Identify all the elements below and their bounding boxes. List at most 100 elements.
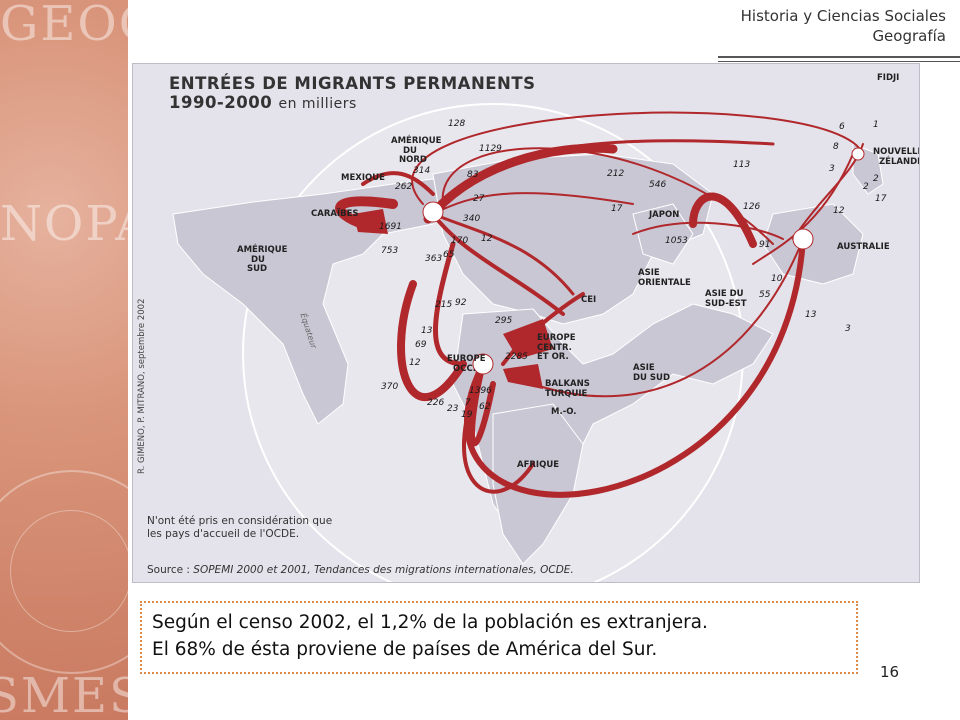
region-label-caraibes: CARAÏBES [311, 209, 359, 219]
flow-value: 295 [495, 316, 513, 326]
region-text: ASIE [638, 268, 660, 278]
flow-arrow [423, 143, 618, 224]
flow-value: 13 [421, 326, 433, 336]
region-text: DU [251, 254, 265, 265]
flow-arrows [335, 111, 864, 498]
hub-new-zealand [851, 147, 865, 161]
flow-value: 126 [743, 202, 761, 212]
flow-value: 27 [473, 194, 485, 204]
region-label-new-zealand: NOUVELLE ZÉLANDE [873, 147, 920, 167]
region-label-balkans: BALKANS TURQUIE [545, 379, 590, 399]
map-credit: R. GIMENO, P. MITRANO, septembre 2002 [137, 298, 147, 475]
region-text: ET OR. [537, 352, 569, 362]
region-label-north-america: AMÉRIQUE DU NORD [391, 136, 442, 166]
flow-value: 10 [771, 274, 783, 284]
map-note: N'ont été pris en considération que les … [147, 515, 332, 541]
flow-value: 92 [455, 298, 467, 308]
flow-arrow [411, 111, 864, 205]
australia-land [762, 203, 864, 285]
eu-inflows [353, 209, 553, 389]
region-label-australie: AUSTRALIE [837, 242, 890, 252]
decorative-word: GEOG [0, 0, 128, 52]
caption-line: Según el censo 2002, el 1,2% de la pobla… [152, 612, 708, 633]
region-text: EUROPE [537, 333, 576, 343]
decorative-word: SMES [0, 668, 128, 720]
region-label-afrique: AFRIQUE [517, 460, 560, 470]
flow-arrow-head [353, 209, 388, 234]
flow-value: 3 [845, 324, 851, 334]
flow-value: 215 [435, 300, 453, 310]
flow-arrow [469, 361, 496, 447]
compass-decoration [10, 510, 128, 632]
region-text: CENTR. [537, 342, 572, 353]
flow-value: 3 [829, 164, 835, 174]
flow-value: 7 [465, 398, 471, 408]
map-title: ENTRÉES DE MIGRANTS PERMANENTS 1990-2000… [169, 74, 535, 114]
region-label-western-europe: EUROPE OCC. [447, 354, 486, 374]
flow-value: 55 [759, 290, 771, 300]
region-text: NORD [399, 155, 427, 165]
map-title-line1: ENTRÉES DE MIGRANTS PERMANENTS [169, 74, 536, 93]
flow-value: 340 [463, 214, 481, 224]
decorative-sidebar: GEOG NOPAC SMES [0, 0, 128, 720]
decorative-word: NOPAC [0, 196, 128, 252]
flow-value: 1691 [379, 222, 402, 232]
region-text: BALKANS [545, 379, 590, 389]
flow-arrow [397, 280, 467, 402]
americas-land [172, 178, 454, 425]
map-source: Source : SOPEMI 2000 et 2001, Tendances … [147, 564, 574, 576]
flow-value: 128 [448, 119, 466, 129]
region-label-south-america: AMÉRIQUE DU SUD [237, 245, 288, 275]
map-note-line: les pays d'accueil de l'OCDE. [147, 528, 300, 540]
compass-decoration [0, 470, 128, 674]
flow-arrow [431, 212, 575, 296]
flow-arrow [335, 196, 398, 229]
header-topic: Geografía [872, 27, 946, 45]
flow-value: 83 [467, 170, 479, 180]
hubs [422, 147, 865, 375]
flow-arrow [432, 192, 634, 215]
flow-value: 17 [611, 204, 623, 214]
map-title-period: 1990-2000 [169, 93, 273, 112]
flow-arrow [501, 292, 585, 366]
flow-value: 69 [415, 340, 427, 350]
region-label-central-europe: EUROPE CENTR. ET OR. [537, 333, 576, 363]
flow-value: 370 [381, 382, 399, 392]
region-label-fidji: FIDJI [877, 73, 900, 83]
flow-value: 546 [649, 180, 667, 190]
region-label-middle-east: M.-O. [551, 407, 577, 417]
region-text: TURQUIE [545, 388, 588, 399]
slide-header: Historia y Ciencias Sociales Geografía [741, 6, 946, 46]
hub-australia [792, 228, 814, 250]
flow-value: 19 [461, 410, 473, 420]
region-label-mexique: MEXIQUE [341, 173, 385, 183]
flow-arrow [361, 171, 435, 196]
japan-land [632, 203, 694, 265]
flow-value: 2285 [505, 352, 528, 362]
flow-arrow [532, 238, 804, 398]
region-label-east-asia: ASIE ORIENTALE [638, 268, 691, 288]
flow-value: 1053 [665, 236, 688, 246]
region-label-southeast-asia: ASIE DU SUD-EST [705, 289, 747, 309]
flow-value: 12 [409, 358, 421, 368]
flow-value: 314 [413, 166, 431, 176]
region-text: ZÉLANDE [879, 156, 920, 167]
region-text: SUD [247, 264, 268, 274]
hub-north-america [422, 201, 444, 223]
region-text: AMÉRIQUE [237, 245, 288, 255]
flow-value: 65 [443, 250, 455, 260]
flow-arrow [752, 153, 854, 265]
region-label-japon: JAPON [649, 210, 680, 220]
flow-value: 12 [833, 206, 845, 216]
caption-line: El 68% de ésta proviene de países de Amé… [152, 639, 658, 660]
flow-value: 1396 [469, 386, 492, 396]
flow-arrow [441, 147, 774, 245]
region-text: DU [403, 145, 417, 156]
flow-arrow [431, 212, 565, 316]
region-text: SUD-EST [705, 298, 747, 309]
flow-value: 12 [481, 234, 493, 244]
header-subject: Historia y Ciencias Sociales [740, 7, 946, 25]
flow-value: 6 [839, 122, 845, 132]
flow-arrow [433, 241, 466, 367]
region-label-cei: CEI [581, 295, 597, 305]
